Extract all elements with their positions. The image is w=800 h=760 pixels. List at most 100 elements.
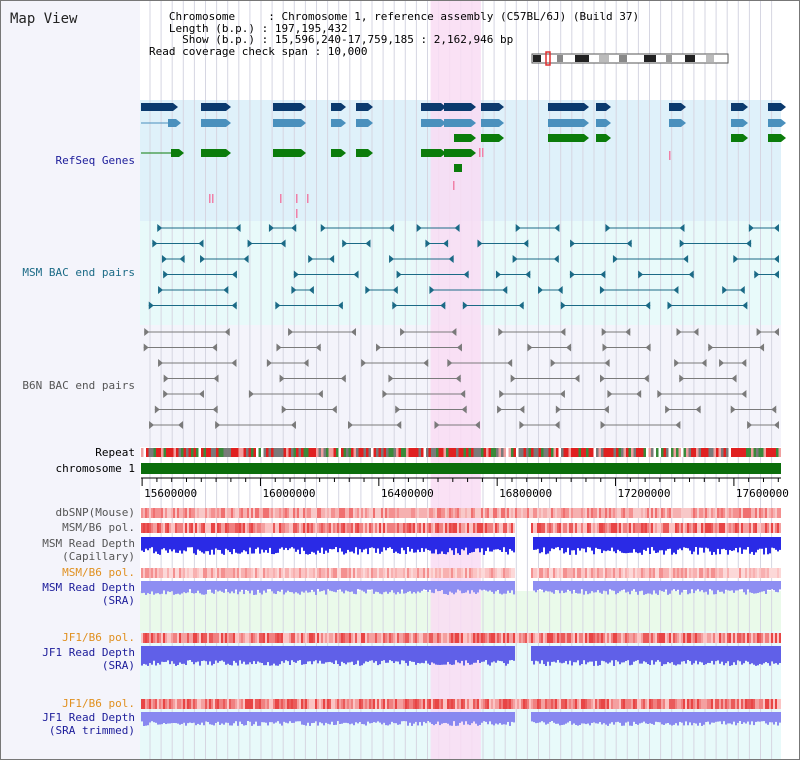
- depth-bar: [707, 581, 709, 595]
- heat-cell: [479, 633, 481, 643]
- depth-bar: [289, 581, 291, 593]
- heat-cell: [273, 508, 275, 518]
- heat-cell: [665, 633, 667, 643]
- msm-pol-label[interactable]: MSM/B6 pol.: [62, 521, 135, 534]
- heat-cell: [707, 633, 709, 643]
- heat-cell: [421, 523, 423, 533]
- heat-cell: [345, 633, 347, 643]
- heat-cell: [165, 508, 167, 518]
- depth-bar: [469, 537, 471, 554]
- b6n-bac-label[interactable]: B6N BAC end pairs: [22, 379, 135, 392]
- heat-cell: [205, 523, 207, 533]
- depth-bar: [567, 646, 569, 665]
- heat-cell: [307, 523, 309, 533]
- depth-bar: [583, 712, 585, 724]
- msm-bac-label[interactable]: MSM BAC end pairs: [22, 266, 135, 279]
- heat-cell: [623, 699, 625, 709]
- heat-cell: [241, 523, 243, 533]
- heat-cell: [405, 523, 407, 533]
- depth-bar: [369, 646, 371, 661]
- jf1-depth-trimmed-label[interactable]: JF1 Read Depth: [42, 711, 135, 724]
- repeat-segment: [693, 448, 696, 457]
- depth-bar: [743, 646, 745, 664]
- heat-cell: [281, 568, 283, 578]
- msm-bac-end-pairs[interactable]: [148, 224, 779, 310]
- gene-arrow: [781, 103, 786, 111]
- msm-depth-capillary-label[interactable]: MSM Read Depth: [42, 537, 135, 550]
- depth-bar: [717, 712, 719, 722]
- heat-cell: [511, 699, 513, 709]
- depth-bar: [375, 537, 377, 553]
- refseq-genes[interactable]: [141, 103, 786, 218]
- depth-bar: [203, 646, 205, 661]
- depth-bar: [337, 581, 339, 590]
- depth-bar: [647, 537, 649, 548]
- bac-end: [308, 255, 314, 263]
- repeat-segment: [178, 448, 181, 457]
- bac-end: [365, 239, 371, 248]
- heat-cell: [251, 523, 253, 533]
- bac-end: [148, 301, 154, 310]
- heat-cell: [731, 523, 733, 533]
- heat-cell: [367, 508, 369, 518]
- depth-bar: [647, 581, 649, 594]
- depth-bar: [367, 646, 369, 662]
- heat-cell: [379, 699, 381, 709]
- bac-end: [400, 328, 406, 336]
- selected-region-highlight[interactable]: [430, 1, 481, 759]
- depth-bar: [219, 581, 221, 591]
- depth-bar: [229, 537, 231, 553]
- gene-arrow: [781, 134, 786, 142]
- depth-bar: [761, 581, 763, 592]
- dbsnp-label[interactable]: dbSNP(Mouse): [55, 506, 135, 519]
- jf1-pol2-label[interactable]: JF1/B6 pol.: [62, 697, 135, 710]
- chromosome-ideogram[interactable]: [531, 51, 729, 66]
- jf1-pol-label[interactable]: JF1/B6 pol.: [62, 631, 135, 644]
- repeat-segment: [706, 448, 709, 457]
- msm-depth-sra-label[interactable]: MSM Read Depth: [42, 581, 135, 594]
- depth-bar: [299, 581, 301, 595]
- jf1-depth-sra-label[interactable]: JF1 Read Depth: [42, 646, 135, 659]
- repeat-segment: [601, 448, 604, 457]
- bac-end: [395, 405, 401, 414]
- heat-cell: [599, 568, 601, 578]
- heat-cell: [553, 568, 555, 578]
- repeat-segment: [361, 448, 364, 457]
- depth-bar: [471, 646, 473, 665]
- depth-bar: [331, 712, 333, 722]
- gene-arrow: [301, 119, 306, 127]
- depth-bar: [535, 537, 537, 550]
- b6n-bac-end-pairs[interactable]: [143, 328, 779, 429]
- heat-cell: [255, 568, 257, 578]
- heat-cell: [249, 508, 251, 518]
- depth-bar: [633, 537, 635, 550]
- depth-bar: [359, 581, 361, 590]
- depth-bar: [615, 646, 617, 661]
- msm-pol-sra-label[interactable]: MSM/B6 pol.: [62, 566, 135, 579]
- heat-cell: [773, 568, 775, 578]
- heat-cell: [573, 508, 575, 518]
- depth-bar: [707, 712, 709, 722]
- depth-bar: [251, 581, 253, 591]
- heat-cell: [207, 523, 209, 533]
- heat-cell: [663, 699, 665, 709]
- repeat-segment: [703, 448, 706, 457]
- depth-bar: [579, 712, 581, 725]
- repeat-segment: [763, 448, 766, 457]
- heat-cell: [473, 568, 475, 578]
- depth-bar: [649, 646, 651, 666]
- heat-cell: [541, 523, 543, 533]
- depth-bar: [273, 537, 275, 555]
- repeat-segment: [373, 448, 376, 457]
- heat-cell: [207, 508, 209, 518]
- depth-bar: [319, 537, 321, 553]
- depth-bar: [293, 712, 295, 723]
- repeat-segment: [441, 448, 444, 457]
- depth-bar: [167, 712, 169, 724]
- heat-cell: [251, 508, 253, 518]
- refseq-genes-label[interactable]: RefSeq Genes: [55, 154, 135, 167]
- heat-cell: [201, 568, 203, 578]
- bac-end: [603, 405, 609, 414]
- depth-bar: [145, 581, 147, 595]
